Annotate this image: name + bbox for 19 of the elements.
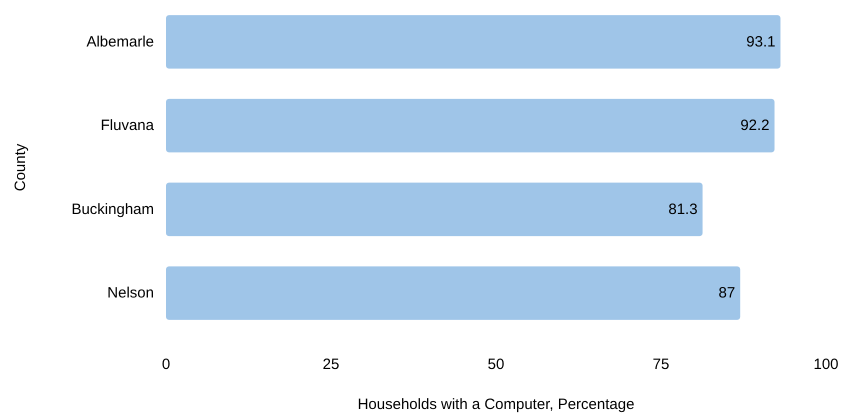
y-tick-label: Fluvana (100, 117, 155, 134)
bar (166, 266, 740, 320)
x-axis-title: Households with a Computer, Percentage (358, 396, 634, 413)
y-axis-title: County (12, 143, 29, 192)
data-label: 87 (718, 284, 736, 302)
bar (166, 182, 703, 236)
x-tick-label: 75 (652, 356, 670, 373)
bar (166, 15, 780, 69)
x-tick-label: 50 (488, 356, 504, 373)
data-label: 92.2 (740, 117, 770, 134)
y-tick-label: Buckingham (71, 200, 154, 218)
x-tick-label: 0 (162, 356, 170, 373)
x-tick-label: 25 (322, 356, 340, 373)
x-tick-label: 100 (813, 356, 839, 373)
y-tick-label: Albemarle (86, 33, 154, 50)
bar (166, 98, 775, 152)
data-label: 81.3 (668, 200, 698, 218)
y-tick-label: Nelson (107, 284, 154, 302)
data-label: 93.1 (746, 33, 776, 50)
